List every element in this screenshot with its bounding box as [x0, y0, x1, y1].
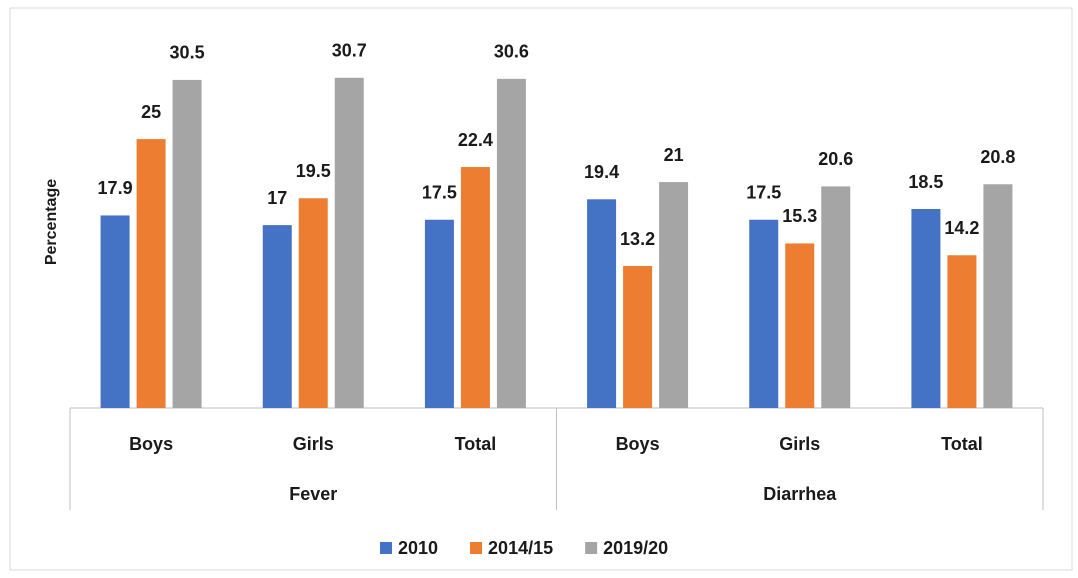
data-label: 20.6 — [818, 149, 853, 169]
data-label: 17.9 — [98, 178, 133, 198]
data-label: 18.5 — [908, 172, 943, 192]
bar — [911, 209, 941, 408]
data-label: 13.2 — [620, 229, 655, 249]
data-label: 17.5 — [422, 183, 457, 203]
bar — [424, 219, 454, 408]
x-tick-label: Total — [941, 434, 983, 454]
group-label: Fever — [289, 484, 337, 504]
bar — [821, 186, 851, 408]
bar — [785, 243, 815, 408]
legend-swatch — [470, 542, 483, 554]
group-label: Diarrhea — [763, 484, 837, 504]
data-label: 19.4 — [584, 162, 619, 182]
data-label: 30.6 — [494, 42, 529, 62]
data-label: 21 — [664, 145, 684, 165]
x-tick-label: Girls — [293, 434, 334, 454]
x-tick-label: Boys — [616, 434, 660, 454]
bar — [136, 139, 166, 408]
bar — [298, 198, 328, 408]
bar — [623, 266, 653, 408]
data-label: 15.3 — [782, 206, 817, 226]
legend-label: 2019/20 — [603, 538, 668, 558]
bar — [262, 225, 292, 408]
data-label: 30.5 — [170, 43, 205, 63]
bar — [587, 199, 617, 408]
bar — [460, 167, 490, 408]
bar — [496, 78, 526, 408]
bar — [749, 219, 779, 408]
y-axis-label: Percentage — [43, 179, 60, 265]
x-tick-label: Total — [455, 434, 497, 454]
legend-label: 2010 — [398, 538, 438, 558]
legend-label: 2014/15 — [488, 538, 553, 558]
legend-swatch — [585, 542, 598, 554]
bar — [947, 255, 977, 408]
data-label: 25 — [141, 102, 161, 122]
bar — [334, 77, 364, 408]
data-label: 20.8 — [980, 147, 1015, 167]
data-label: 17 — [267, 188, 287, 208]
data-label: 30.7 — [332, 41, 367, 61]
legend-swatch — [380, 542, 392, 554]
bar — [659, 182, 689, 408]
bar — [983, 184, 1013, 408]
x-tick-label: Girls — [779, 434, 820, 454]
x-tick-label: Boys — [129, 434, 173, 454]
bar — [172, 79, 202, 409]
data-label: 17.5 — [746, 183, 781, 203]
data-label: 22.4 — [458, 130, 493, 150]
bar — [100, 215, 130, 408]
data-label: 14.2 — [944, 218, 979, 238]
data-label: 19.5 — [296, 161, 331, 181]
